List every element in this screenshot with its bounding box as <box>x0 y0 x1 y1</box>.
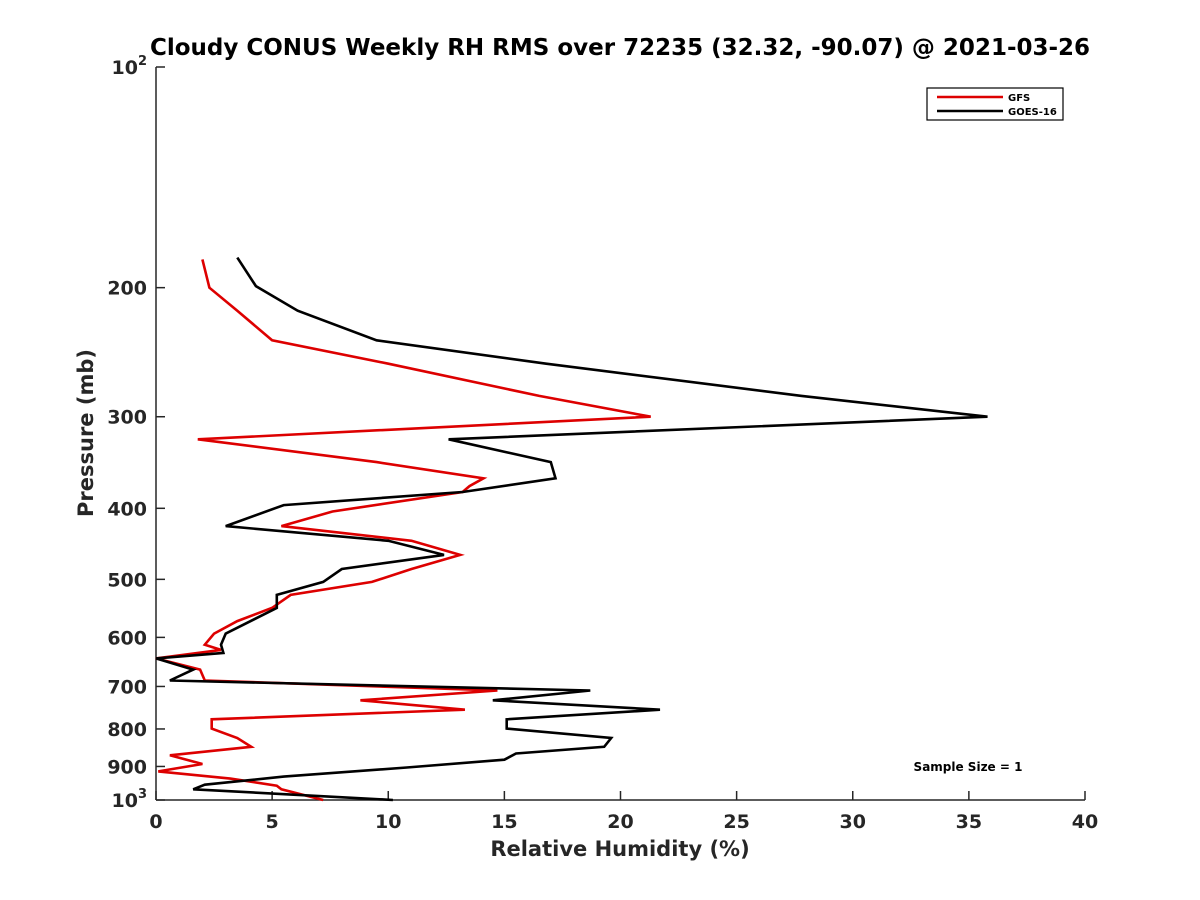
x-tick-label: 10 <box>375 811 401 833</box>
series-layer <box>155 256 988 802</box>
y-axis-label: Pressure (mb) <box>74 349 98 517</box>
x-tick-label: 40 <box>1072 811 1098 833</box>
sample-size-annotation: Sample Size = 1 <box>914 760 1023 774</box>
y-tick-label: 600 <box>107 627 147 649</box>
legend: GFS GOES-16 <box>926 87 1064 121</box>
y-tick-label: 103 <box>112 787 148 812</box>
y-tick-label: 700 <box>107 676 147 698</box>
legend-box <box>926 87 1064 121</box>
legend-label-gfs: GFS <box>1008 93 1030 104</box>
x-tick-label: 5 <box>266 811 279 833</box>
legend-label-goes16: GOES-16 <box>1008 107 1057 118</box>
y-tick-label: 900 <box>107 756 147 778</box>
y-tick-label: 800 <box>107 719 147 741</box>
y-ticks: 102 200 300 400 500 600 700 800 900 103 <box>107 54 165 812</box>
chart-title: Cloudy CONUS Weekly RH RMS over 72235 (3… <box>150 35 1090 61</box>
x-axis-label: Relative Humidity (%) <box>490 837 749 861</box>
y-tick-label: 500 <box>107 569 147 591</box>
series-line-goes16 <box>155 256 988 802</box>
x-tick-label: 20 <box>607 811 633 833</box>
y-tick-label: 102 <box>112 54 148 79</box>
x-tick-label: 0 <box>149 811 162 833</box>
x-tick-label: 15 <box>491 811 517 833</box>
x-tick-label: 35 <box>956 811 982 833</box>
y-tick-label: 400 <box>107 498 147 520</box>
x-tick-label: 25 <box>723 811 749 833</box>
y-tick-label: 300 <box>107 407 147 429</box>
x-tick-label: 30 <box>840 811 866 833</box>
series-line-gfs <box>155 259 651 802</box>
x-ticks: 0 5 10 15 20 25 30 35 40 <box>149 791 1098 833</box>
y-tick-label: 200 <box>107 278 147 300</box>
